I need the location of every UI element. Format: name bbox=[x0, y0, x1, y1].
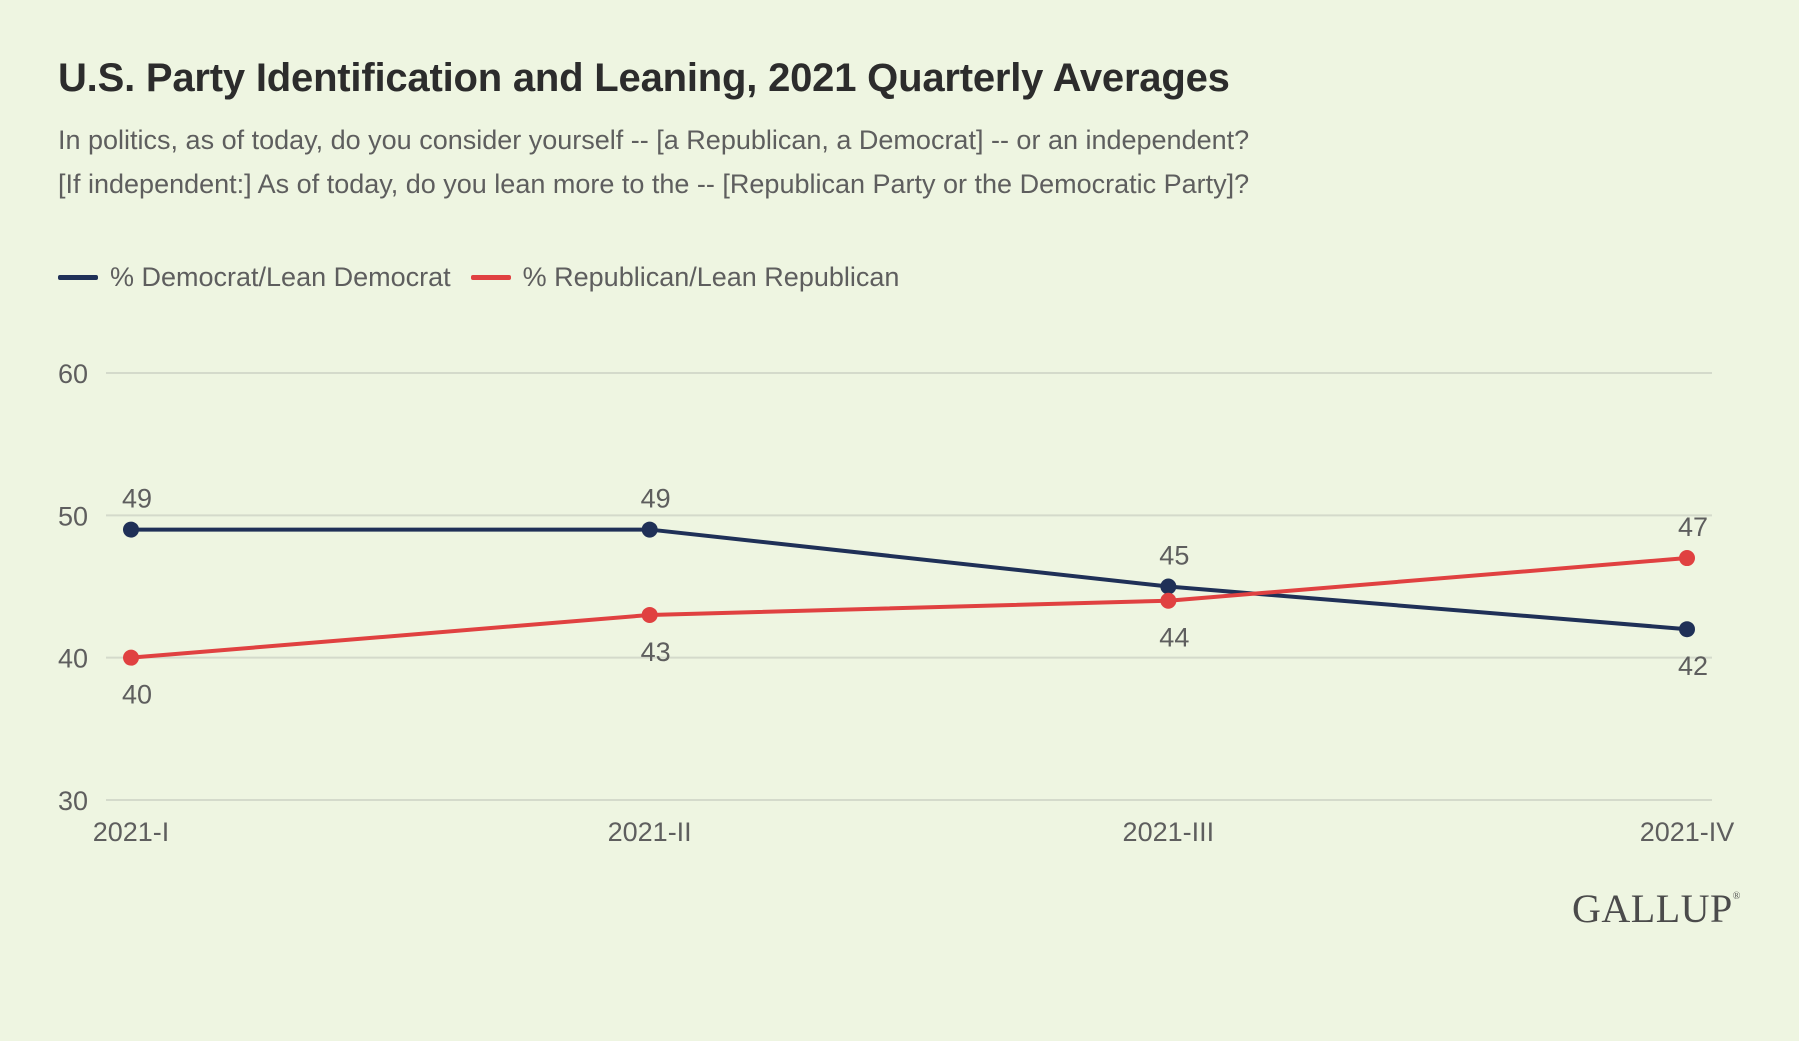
series-line-republican bbox=[129, 556, 1689, 660]
legend-item-democrat: % Democrat/Lean Democrat bbox=[58, 262, 451, 293]
registered-mark: ® bbox=[1732, 891, 1741, 902]
x-tick-label: 2021-III bbox=[1123, 817, 1215, 847]
y-tick-label: 30 bbox=[58, 786, 88, 816]
chart-title: U.S. Party Identification and Leaning, 2… bbox=[58, 56, 1230, 100]
legend-swatch-democrat bbox=[58, 275, 98, 280]
data-label: 44 bbox=[1159, 623, 1189, 653]
chart-subtitle: In politics, as of today, do you conside… bbox=[58, 118, 1558, 206]
subtitle-line-2: [If independent:] As of today, do you le… bbox=[58, 169, 1250, 199]
chart-legend: % Democrat/Lean Democrat % Republican/Le… bbox=[58, 262, 919, 293]
data-point-republican bbox=[123, 649, 139, 666]
data-point-democrat bbox=[641, 521, 658, 538]
logo-text: GALLUP bbox=[1572, 886, 1733, 931]
y-tick-label: 60 bbox=[58, 359, 88, 389]
gallup-logo: GALLUP® bbox=[1572, 885, 1741, 932]
data-point-democrat bbox=[1160, 578, 1177, 595]
y-tick-label: 50 bbox=[58, 501, 88, 531]
data-label: 43 bbox=[641, 637, 671, 667]
data-label: 40 bbox=[122, 680, 152, 710]
data-label: 49 bbox=[641, 484, 671, 514]
y-tick-label: 40 bbox=[58, 644, 88, 674]
data-point-democrat bbox=[1679, 621, 1695, 638]
data-label: 42 bbox=[1678, 651, 1708, 681]
legend-item-republican: % Republican/Lean Republican bbox=[470, 262, 900, 293]
data-label: 47 bbox=[1678, 512, 1708, 542]
legend-label-republican: % Republican/Lean Republican bbox=[522, 262, 900, 292]
data-label: 49 bbox=[122, 484, 152, 514]
x-tick-label: 2021-I bbox=[93, 817, 170, 847]
series-line-democrat bbox=[129, 527, 1689, 632]
data-point-republican bbox=[1160, 592, 1177, 609]
subtitle-line-1: In politics, as of today, do you conside… bbox=[58, 125, 1250, 155]
legend-label-democrat: % Democrat/Lean Democrat bbox=[110, 262, 451, 292]
data-label: 45 bbox=[1159, 541, 1189, 571]
x-tick-label: 2021-IV bbox=[1640, 817, 1735, 847]
data-point-democrat bbox=[123, 521, 139, 538]
data-point-republican bbox=[1679, 550, 1695, 567]
legend-swatch-republican bbox=[470, 275, 511, 280]
x-tick-label: 2021-II bbox=[608, 817, 692, 847]
data-point-republican bbox=[641, 606, 658, 623]
